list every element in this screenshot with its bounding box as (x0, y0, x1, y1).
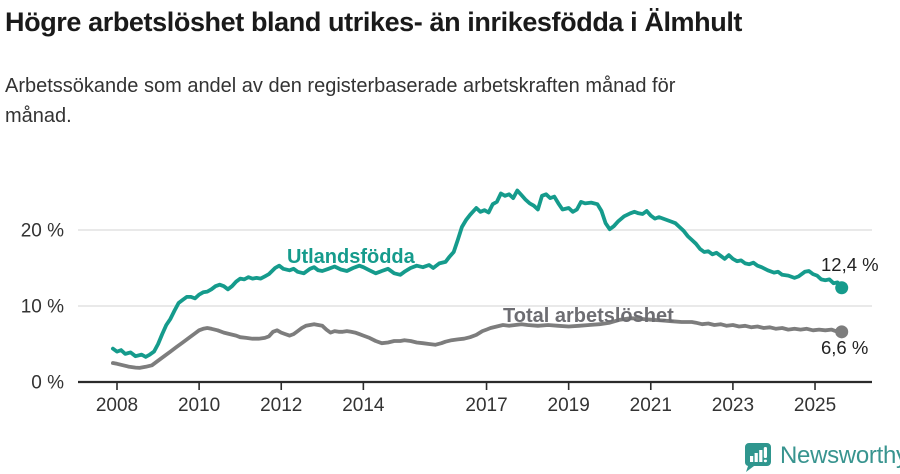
newsworthy-logo: Newsworthy (742, 440, 900, 472)
x-tick-label-2019: 2019 (548, 395, 590, 416)
speech-bubble-shape (744, 442, 771, 472)
end-dot-series-0 (835, 281, 849, 295)
x-tick-label-2008: 2008 (96, 395, 138, 416)
x-tick-label-2023: 2023 (712, 395, 754, 416)
y-tick-label-20: 20 % (21, 221, 64, 242)
y-tick-label-10: 10 % (21, 297, 64, 318)
x-tick-label-2012: 2012 (260, 395, 302, 416)
series-label-total-arbetsloshet: Total arbetslöshet (503, 305, 674, 327)
end-value-label-total: 6,6 % (821, 337, 869, 358)
chart-subtitle: Arbetssökande som andel av den registerb… (5, 71, 865, 131)
exclamation-dot (763, 459, 767, 462)
chart-subtitle-line2: månad. (5, 105, 72, 127)
series-label-utlandsfodda: Utlandsfödda (287, 246, 415, 268)
x-tick-label-2017: 2017 (465, 395, 507, 416)
end-value-label-utlandsfodda: 12,4 % (821, 254, 879, 275)
x-tick-label-2021: 2021 (630, 395, 672, 416)
newsworthy-bar-chart-icon (744, 442, 771, 472)
y-tick-label-0: 0 % (31, 373, 64, 394)
line-series-0 (111, 188, 844, 359)
bar-3 (759, 449, 763, 462)
chart-title: Högre arbetslöshet bland utrikes- än inr… (5, 7, 743, 37)
exclamation-stem (763, 446, 767, 458)
line-series-1 (111, 316, 844, 370)
bar-2 (754, 452, 758, 462)
chart-subtitle-line1: Arbetssökande som andel av den registerb… (5, 75, 676, 97)
x-tick-label-2025: 2025 (794, 395, 836, 416)
x-tick-label-2010: 2010 (178, 395, 220, 416)
bar-1 (750, 455, 754, 462)
newsworthy-wordmark: Newsworthy (780, 442, 900, 469)
end-dot-series-1 (835, 325, 849, 339)
x-tick-label-2014: 2014 (342, 395, 385, 416)
